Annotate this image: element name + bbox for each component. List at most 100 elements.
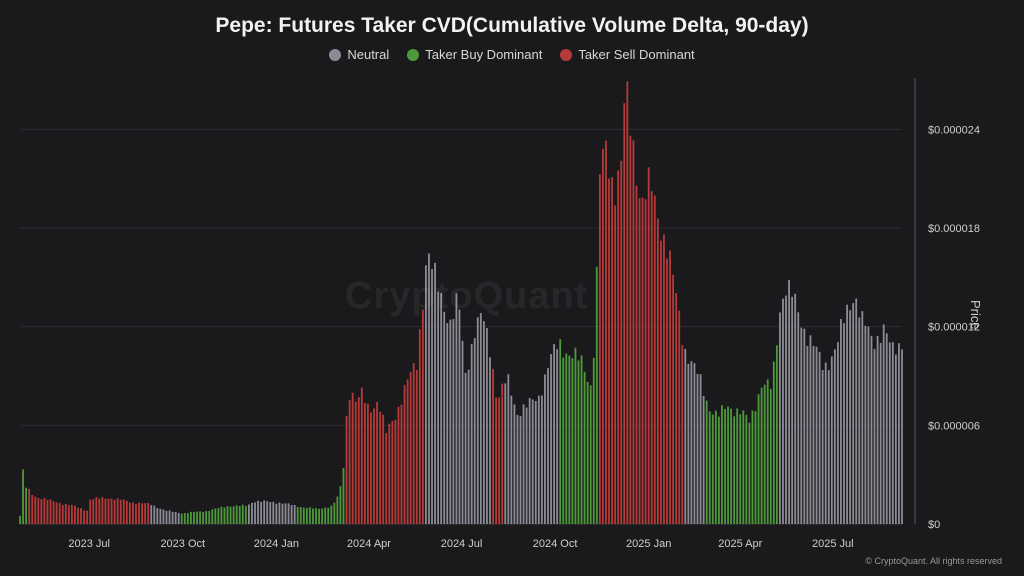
price-bar bbox=[128, 502, 131, 524]
price-bar bbox=[46, 499, 49, 524]
price-bar bbox=[418, 329, 421, 524]
y-tick-label: $0 bbox=[928, 519, 940, 531]
price-bar bbox=[293, 504, 296, 524]
price-bar bbox=[150, 505, 153, 524]
price-bar bbox=[193, 511, 195, 524]
price-bar bbox=[504, 383, 507, 524]
price-bar bbox=[898, 343, 900, 524]
price-bar bbox=[794, 293, 797, 524]
price-bar bbox=[272, 501, 275, 524]
price-bar bbox=[183, 513, 186, 524]
x-tick-label: 2024 Jul bbox=[441, 538, 483, 550]
price-bar bbox=[467, 369, 470, 524]
price-bar bbox=[385, 433, 388, 524]
price-bar bbox=[721, 405, 723, 524]
price-bar bbox=[153, 505, 156, 524]
price-bar bbox=[144, 503, 147, 524]
price-bar bbox=[406, 379, 409, 524]
price-bar bbox=[74, 505, 76, 524]
chart-legend: Neutral Taker Buy Dominant Taker Sell Do… bbox=[0, 47, 1024, 62]
price-bar bbox=[278, 502, 281, 524]
price-bar bbox=[165, 510, 168, 524]
price-bar bbox=[653, 195, 656, 524]
price-bar bbox=[388, 423, 391, 524]
legend-item-taker-sell[interactable]: Taker Sell Dominant bbox=[560, 47, 695, 62]
price-bar bbox=[55, 502, 58, 524]
price-bar bbox=[876, 335, 879, 524]
price-bar bbox=[495, 397, 497, 524]
x-tick-label: 2023 Oct bbox=[160, 538, 205, 550]
price-bar bbox=[180, 513, 183, 524]
price-bar bbox=[629, 135, 632, 524]
price-bar bbox=[632, 140, 635, 524]
price-bar bbox=[214, 508, 217, 524]
price-bar bbox=[28, 488, 31, 524]
price-bar bbox=[141, 503, 143, 524]
price-bar bbox=[269, 502, 272, 524]
price-bar bbox=[705, 400, 708, 524]
price-bar bbox=[824, 362, 827, 524]
price-bar bbox=[821, 370, 824, 524]
price-bar bbox=[321, 508, 324, 524]
price-bar bbox=[217, 508, 220, 524]
price-bar bbox=[605, 140, 607, 524]
price-bar bbox=[287, 503, 290, 524]
y-axis-title: Price bbox=[968, 300, 983, 330]
price-bar bbox=[226, 506, 229, 524]
price-bar bbox=[348, 400, 351, 524]
price-bar bbox=[586, 381, 589, 524]
price-bar bbox=[763, 384, 766, 524]
price-bar bbox=[132, 502, 134, 524]
price-bar bbox=[357, 397, 360, 524]
price-bar bbox=[598, 174, 601, 525]
price-bar bbox=[199, 511, 201, 524]
price-bar bbox=[101, 497, 104, 524]
price-bar bbox=[717, 416, 720, 524]
price-bar bbox=[290, 505, 293, 524]
price-bar bbox=[159, 508, 162, 524]
price-bar bbox=[476, 317, 479, 524]
price-bar bbox=[644, 199, 647, 524]
price-bar bbox=[434, 262, 436, 524]
price-bar bbox=[806, 345, 809, 524]
price-bar bbox=[107, 498, 110, 524]
legend-dot-taker-sell bbox=[560, 48, 573, 61]
price-bar bbox=[70, 504, 73, 524]
price-bar bbox=[305, 508, 308, 524]
price-bar bbox=[470, 344, 473, 524]
x-tick-label: 2024 Apr bbox=[347, 538, 391, 550]
price-bar bbox=[235, 505, 238, 524]
price-bar bbox=[690, 361, 693, 524]
price-bar bbox=[623, 103, 626, 524]
price-bar bbox=[803, 328, 806, 524]
price-bar bbox=[693, 363, 696, 524]
price-bar bbox=[455, 293, 458, 524]
price-bar bbox=[367, 403, 369, 524]
price-bar bbox=[772, 361, 775, 524]
price-bar bbox=[553, 344, 555, 524]
y-tick-label: $0.000012 bbox=[928, 322, 980, 334]
price-bar bbox=[461, 340, 464, 524]
price-bar bbox=[757, 394, 760, 524]
price-bar bbox=[296, 507, 299, 524]
price-bar bbox=[260, 501, 263, 524]
price-bar bbox=[275, 503, 278, 524]
price-bar bbox=[135, 504, 137, 524]
price-bar bbox=[257, 500, 259, 524]
price-bar bbox=[95, 497, 98, 524]
price-bar bbox=[711, 414, 714, 524]
price-bar bbox=[882, 324, 885, 524]
price-bar bbox=[861, 311, 864, 524]
price-bar bbox=[125, 500, 128, 524]
legend-item-neutral[interactable]: Neutral bbox=[329, 47, 389, 62]
price-bar bbox=[324, 507, 327, 524]
price-bar bbox=[791, 296, 794, 524]
legend-item-taker-buy[interactable]: Taker Buy Dominant bbox=[407, 47, 542, 62]
price-bar bbox=[370, 412, 372, 524]
price-bar bbox=[229, 506, 232, 524]
price-bar bbox=[400, 404, 403, 524]
price-bar bbox=[766, 379, 769, 524]
price-bar bbox=[733, 416, 736, 524]
price-bar bbox=[302, 507, 305, 524]
